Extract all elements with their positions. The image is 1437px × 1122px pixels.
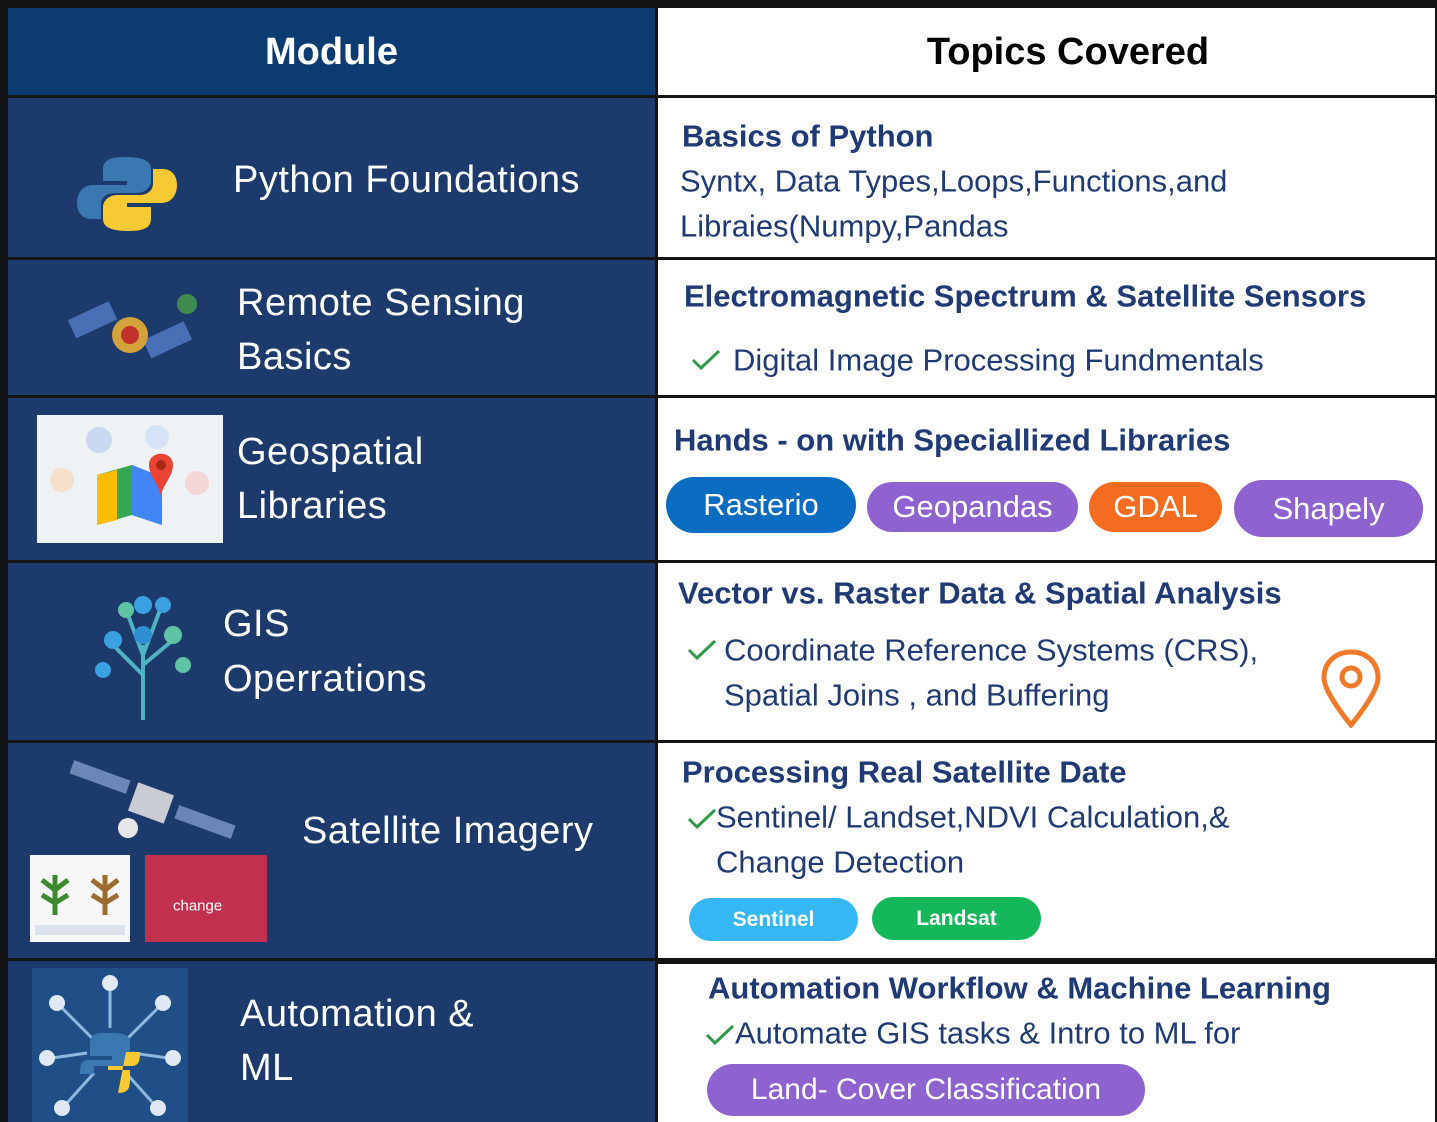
tree-icon: [95, 596, 191, 720]
library-tag: Shapely: [1234, 480, 1423, 537]
satellite-icon: [67, 294, 197, 359]
topic-heading: Vector vs. Raster Data & Spatial Analysi…: [678, 575, 1282, 611]
check-icon: [705, 1024, 735, 1046]
topics-cell: [658, 563, 1435, 740]
data-source-tag: Sentinel: [689, 898, 858, 941]
ndvi-illustration: [35, 875, 125, 935]
topics-cell: [658, 98, 1435, 257]
module-title: Remote Sensing: [237, 282, 525, 324]
image-caption: change: [173, 897, 223, 915]
topic-heading: Electromagnetic Spectrum & Satellite Sen…: [684, 278, 1367, 314]
check-icon: [691, 349, 721, 371]
topic-tag: Land- Cover Classification: [707, 1064, 1145, 1116]
topic-heading: Basics of Python: [682, 118, 934, 154]
library-tag: Geopandas: [867, 482, 1078, 532]
ndvi-image: [30, 855, 130, 942]
topic-line: Coordinate Reference Systems (CRS),: [724, 632, 1259, 668]
module-title: Basics: [237, 336, 352, 378]
topics-cell: [658, 260, 1435, 395]
topic-line: Libraies(Numpy,Pandas: [680, 208, 1009, 244]
topic-line: Syntx, Data Types,Loops,Functions,and: [680, 163, 1228, 199]
module-title: ML: [240, 1047, 294, 1089]
module-title: Automation &: [240, 993, 475, 1035]
module-title: Satellite Imagery: [302, 810, 594, 852]
topic-line: Automate GIS tasks & Intro to ML for: [735, 1015, 1241, 1051]
check-icon: [687, 639, 717, 661]
library-tag: Rasterio: [666, 477, 856, 533]
topic-heading: Hands - on with Speciallized Libraries: [674, 422, 1231, 458]
header-topics-cell: Topics Covered: [658, 8, 1435, 95]
automation-icon: [32, 968, 188, 1122]
location-pin-icon: [1321, 649, 1381, 728]
data-source-tag: Landsat: [872, 897, 1041, 940]
module-title: Operrations: [223, 658, 428, 700]
header-text: Topics Covered: [926, 31, 1210, 73]
maps-icon: [37, 415, 223, 543]
module-title: GIS: [223, 603, 290, 645]
python-icon: [77, 157, 177, 231]
header-text: Module: [265, 31, 398, 73]
module-cell: [8, 563, 655, 740]
topic-heading: Automation Workflow & Machine Learning: [708, 970, 1331, 1006]
library-tag: GDAL: [1089, 482, 1222, 532]
satellite-icon: [70, 760, 236, 839]
topic-line: Spatial Joins , and Buffering: [724, 677, 1110, 713]
topic-heading: Processing Real Satellite Date: [682, 754, 1127, 790]
change-image: change: [145, 855, 267, 942]
check-icon: [687, 808, 717, 830]
module-title: Python Foundations: [233, 159, 581, 201]
topic-line: Change Detection: [716, 844, 965, 880]
module-title: Libraries: [237, 485, 388, 527]
topic-line: Sentinel/ Landset,NDVI Calculation,&: [716, 799, 1230, 835]
module-title: Geospatial: [237, 431, 424, 473]
header-module-cell: Module: [8, 8, 655, 95]
topic-line: Digital Image Processing Fundmentals: [733, 342, 1264, 378]
